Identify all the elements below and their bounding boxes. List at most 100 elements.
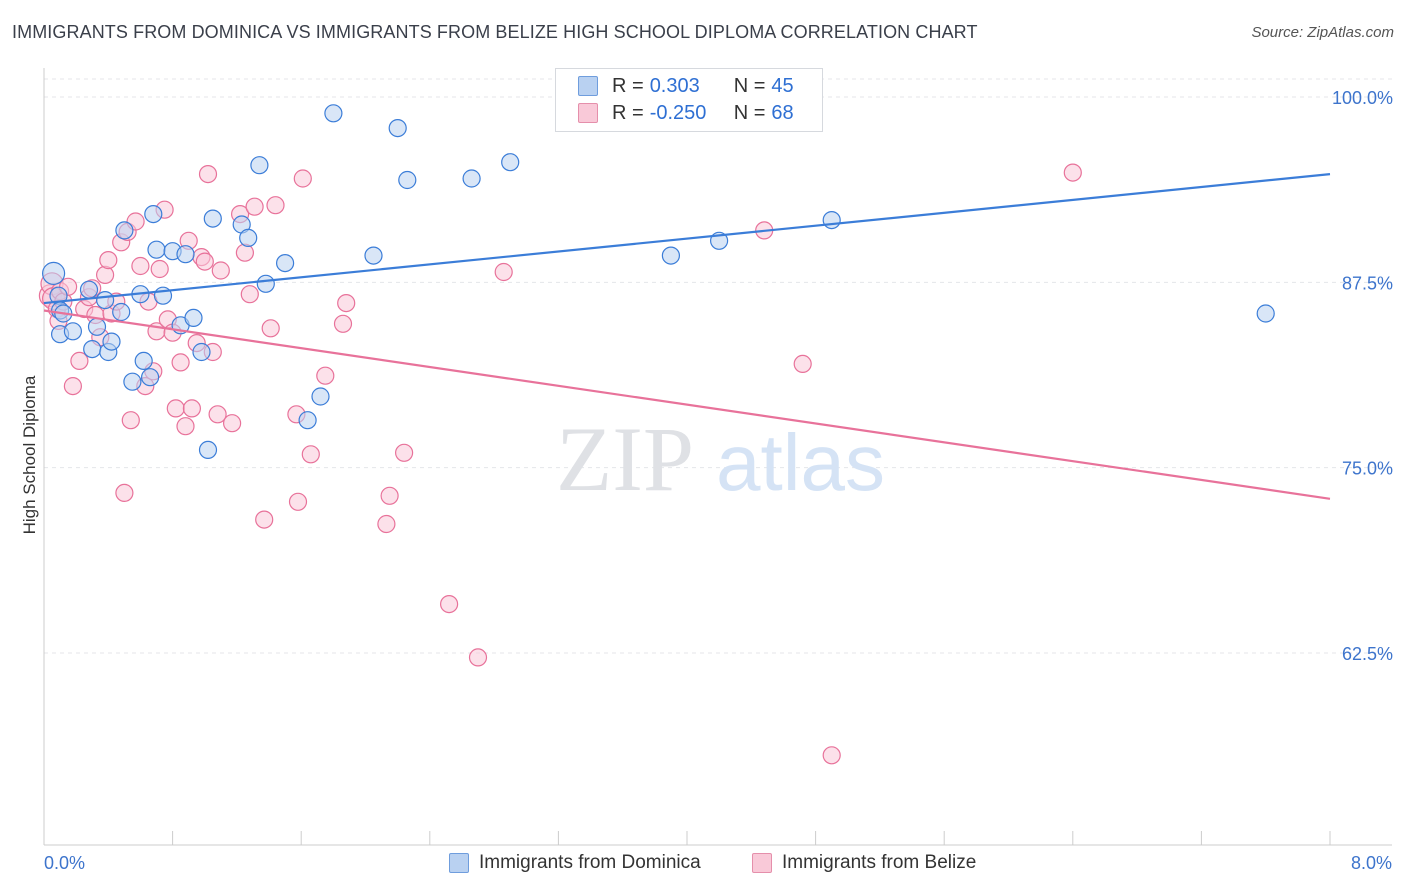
dominica-point [176, 245, 195, 264]
belize-point [166, 399, 185, 418]
dominica-point [311, 387, 330, 406]
dominica-point [239, 228, 258, 247]
chart-title: IMMIGRANTS FROM DOMINICA VS IMMIGRANTS F… [12, 22, 978, 42]
x-ticks [172, 831, 1331, 845]
dominica-point [95, 291, 115, 310]
dominica-point [364, 246, 383, 265]
belize-point [337, 294, 356, 313]
legend-r-label: R = [612, 74, 644, 97]
dominica-point [87, 317, 107, 336]
belize-point [494, 262, 513, 282]
dominica-point [79, 280, 99, 299]
watermark-zip: ZIP [556, 408, 694, 510]
belize-point [235, 243, 254, 262]
trend-lines [43, 173, 1331, 500]
grid-lines [44, 78, 1392, 654]
belize-point [293, 169, 312, 188]
belize-point [182, 399, 201, 418]
legend-r-value: -0.250 [649, 101, 707, 124]
belize-point [223, 414, 242, 433]
bottom-legend-swatch-blue [449, 853, 469, 873]
belize-point [150, 259, 169, 279]
dominica-point [398, 170, 417, 190]
belize-point [1063, 163, 1082, 182]
bottom-legend-belize: Immigrants from Belize [752, 852, 976, 874]
belize-point [95, 265, 115, 284]
belize-trend-line [43, 309, 1331, 500]
legend-n-label: N = [733, 74, 766, 97]
dominica-point [112, 302, 131, 322]
legend-n-value: 68 [771, 101, 794, 124]
y-axis-label: High School Diploma [20, 375, 39, 534]
dominica-point [63, 322, 83, 341]
dominica-point [822, 211, 841, 230]
correlation-legend: R = 0.303 N = 45 R = -0.250 N = 68 [555, 68, 823, 132]
belize-point [266, 196, 285, 215]
belize-point [793, 354, 812, 373]
x-tick-label-max: 8.0% [1351, 853, 1392, 873]
dominica-point [102, 332, 121, 351]
dominica-point [147, 240, 166, 259]
belize-point [245, 197, 264, 216]
source-label: Source: ZipAtlas.com [1251, 24, 1394, 41]
belize-point [822, 746, 841, 765]
belize-point [377, 514, 396, 534]
belize-point [208, 405, 227, 424]
dominica-point [298, 411, 317, 430]
y-tick-label: 75.0% [1342, 459, 1393, 479]
dominica-point [661, 246, 681, 265]
belize-point [176, 417, 195, 436]
bottom-legend-label: Immigrants from Belize [782, 852, 977, 873]
belize-point [99, 251, 118, 270]
legend-row-belize: R = -0.250 N = 68 [578, 101, 794, 125]
dominica-point [41, 261, 66, 285]
belize-point [131, 256, 150, 276]
belize-point [63, 377, 83, 396]
bottom-legend-dominica: Immigrants from Dominica [449, 852, 701, 874]
belize-point [333, 314, 353, 333]
dominica-point [134, 351, 153, 370]
dominica-point [141, 368, 160, 387]
legend-r-value: 0.303 [649, 74, 700, 97]
dominica-point [462, 169, 481, 188]
dominica-point [1256, 304, 1275, 323]
belize-point [70, 351, 89, 370]
dominica-point [198, 440, 218, 459]
watermark-atlas: atlas [716, 418, 885, 507]
dominica-point [324, 104, 343, 123]
dominica-point [256, 274, 275, 293]
dominica-point [203, 209, 222, 228]
bottom-legend-label: Immigrants from Dominica [479, 852, 701, 873]
belize-point [240, 285, 259, 304]
dominica-point [501, 153, 520, 172]
belize-point [288, 492, 308, 511]
dominica-point [250, 156, 269, 175]
dominica-point [123, 372, 142, 391]
belize-point [198, 165, 218, 184]
belize-point [115, 483, 134, 502]
belize-point [211, 261, 230, 280]
dominica-point [276, 254, 295, 273]
y-tick-label: 100.0% [1332, 88, 1393, 108]
legend-n-label: N = [733, 101, 766, 124]
legend-swatch-pink [578, 103, 598, 123]
belize-point [316, 366, 335, 385]
dominica-point [192, 342, 211, 362]
legend-n-value: 45 [771, 74, 794, 97]
belize-point [261, 319, 280, 338]
y-tick-label: 62.5% [1342, 644, 1393, 664]
belize-point [255, 510, 274, 529]
dominica-point [388, 119, 407, 138]
belize-point [301, 445, 320, 464]
belize-point [171, 353, 190, 372]
belize-points [38, 163, 1082, 765]
belize-point [440, 594, 459, 614]
belize-point [468, 648, 488, 667]
legend-swatch-blue [578, 76, 598, 96]
bottom-legend-swatch-pink [752, 853, 772, 873]
legend-r-label: R = [612, 101, 644, 124]
belize-point [380, 486, 399, 505]
belize-point [195, 252, 214, 271]
dominica-trend-line [43, 173, 1331, 305]
